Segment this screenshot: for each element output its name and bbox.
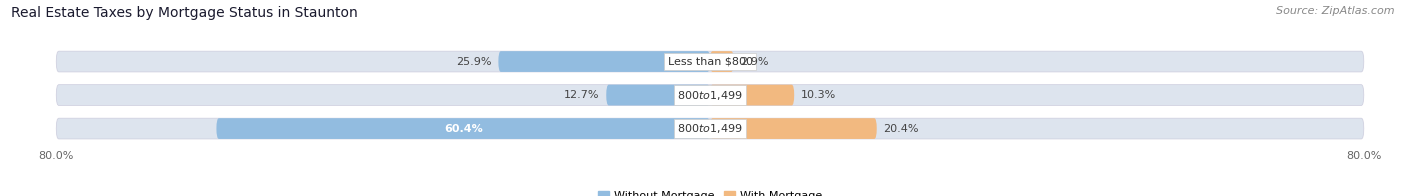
Text: $800 to $1,499: $800 to $1,499 bbox=[678, 122, 742, 135]
FancyBboxPatch shape bbox=[498, 51, 710, 72]
Text: $800 to $1,499: $800 to $1,499 bbox=[678, 89, 742, 102]
FancyBboxPatch shape bbox=[56, 51, 1364, 72]
Text: Real Estate Taxes by Mortgage Status in Staunton: Real Estate Taxes by Mortgage Status in … bbox=[11, 6, 359, 20]
FancyBboxPatch shape bbox=[710, 51, 734, 72]
FancyBboxPatch shape bbox=[606, 85, 710, 105]
Text: 2.9%: 2.9% bbox=[741, 57, 769, 67]
Text: 20.4%: 20.4% bbox=[883, 123, 918, 133]
Legend: Without Mortgage, With Mortgage: Without Mortgage, With Mortgage bbox=[593, 187, 827, 196]
FancyBboxPatch shape bbox=[217, 118, 710, 139]
Text: 10.3%: 10.3% bbox=[801, 90, 837, 100]
Text: 25.9%: 25.9% bbox=[457, 57, 492, 67]
Text: Less than $800: Less than $800 bbox=[668, 57, 752, 67]
FancyBboxPatch shape bbox=[56, 85, 1364, 105]
Text: 60.4%: 60.4% bbox=[444, 123, 482, 133]
Text: Source: ZipAtlas.com: Source: ZipAtlas.com bbox=[1277, 6, 1395, 16]
FancyBboxPatch shape bbox=[56, 118, 1364, 139]
FancyBboxPatch shape bbox=[710, 85, 794, 105]
FancyBboxPatch shape bbox=[710, 118, 877, 139]
Text: 12.7%: 12.7% bbox=[564, 90, 600, 100]
